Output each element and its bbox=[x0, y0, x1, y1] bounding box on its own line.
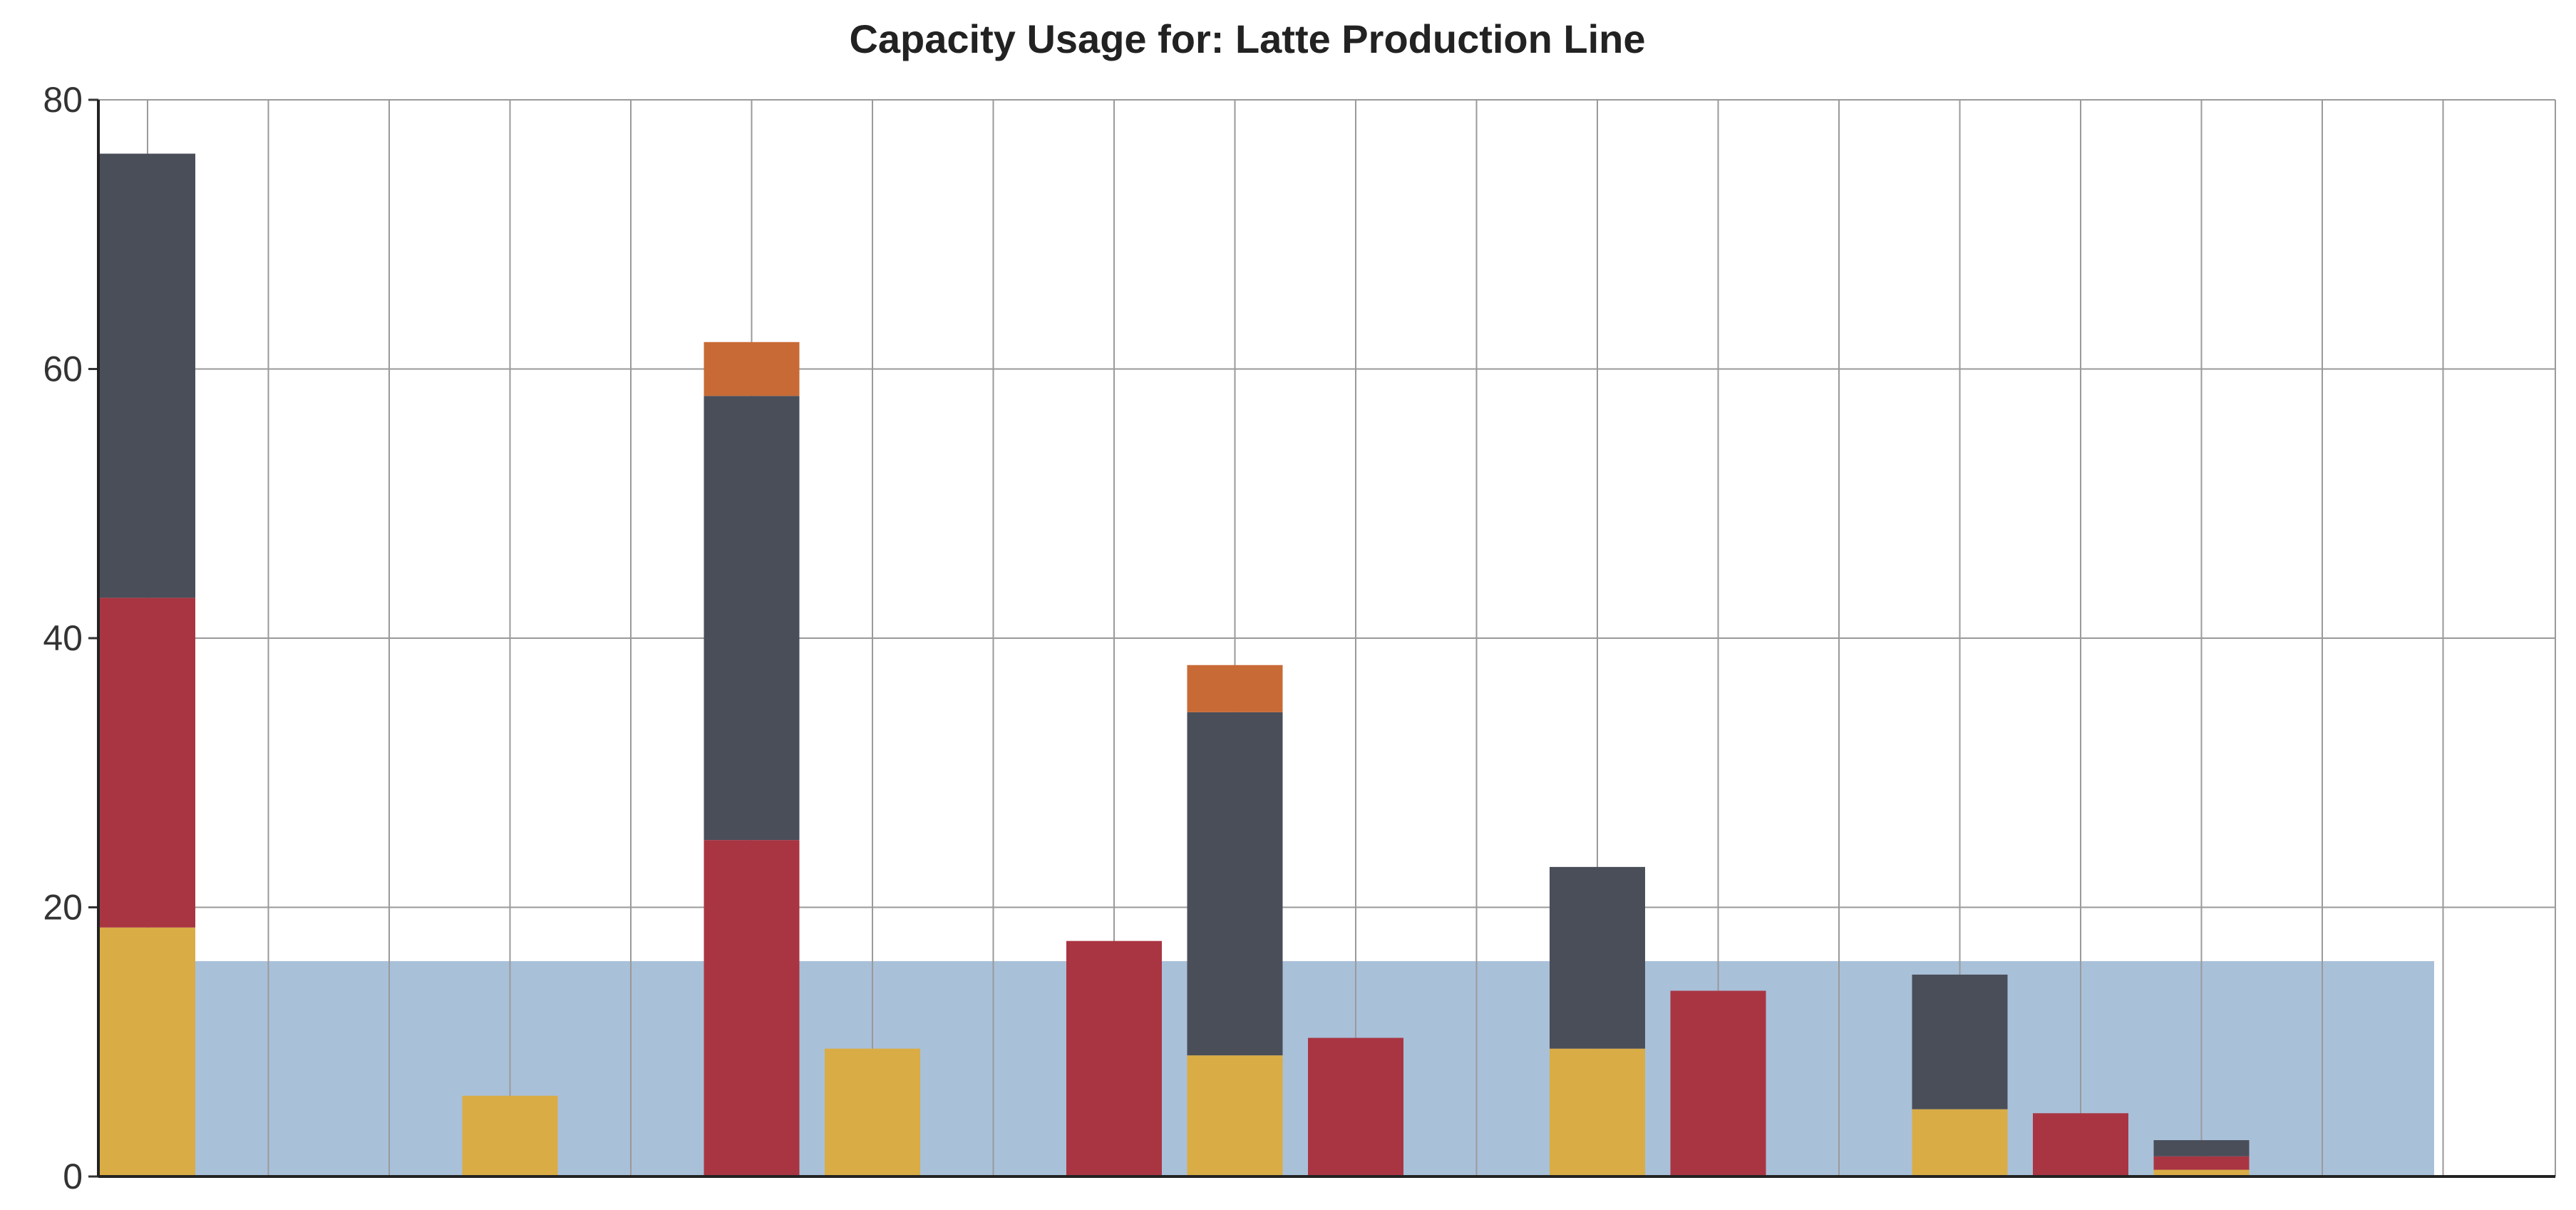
y-tick-label: 80 bbox=[43, 80, 83, 120]
bar-red-14 bbox=[1670, 990, 1766, 1176]
bar-red-1 bbox=[100, 598, 195, 928]
bar-yellow-13 bbox=[1550, 1048, 1645, 1176]
y-tick-label: 20 bbox=[43, 888, 83, 928]
bar-red-6 bbox=[704, 840, 800, 1176]
bar-red-11 bbox=[1308, 1037, 1403, 1176]
bar-red-17 bbox=[2033, 1113, 2128, 1176]
bar-yellow-18 bbox=[2153, 1169, 2250, 1176]
bar-orange-10 bbox=[1187, 665, 1283, 712]
bar-dark-18 bbox=[2153, 1140, 2250, 1157]
axis-layer: 0 20 40 60 80 bbox=[43, 80, 2555, 1196]
bar-red-18 bbox=[2153, 1156, 2250, 1170]
bar-yellow-7 bbox=[825, 1048, 920, 1176]
bar-yellow-4 bbox=[462, 1095, 558, 1176]
bar-orange-6 bbox=[704, 342, 800, 396]
bar-dark-13 bbox=[1550, 866, 1645, 1049]
chart-title: Capacity Usage for: Latte Production Lin… bbox=[849, 16, 1646, 61]
bar-dark-16 bbox=[1912, 974, 2008, 1109]
y-tick-label: 60 bbox=[43, 349, 83, 389]
bar-yellow-16 bbox=[1912, 1109, 2008, 1176]
y-tick-label: 40 bbox=[43, 618, 83, 658]
bar-yellow-1 bbox=[100, 927, 195, 1176]
bar-dark-10 bbox=[1187, 712, 1283, 1056]
bar-dark-1 bbox=[100, 153, 195, 598]
y-tick-label: 0 bbox=[63, 1157, 83, 1196]
bar-yellow-10 bbox=[1187, 1055, 1283, 1176]
bar-dark-6 bbox=[704, 396, 800, 841]
bar-red-9 bbox=[1066, 940, 1162, 1176]
bars-layer bbox=[100, 153, 2250, 1176]
